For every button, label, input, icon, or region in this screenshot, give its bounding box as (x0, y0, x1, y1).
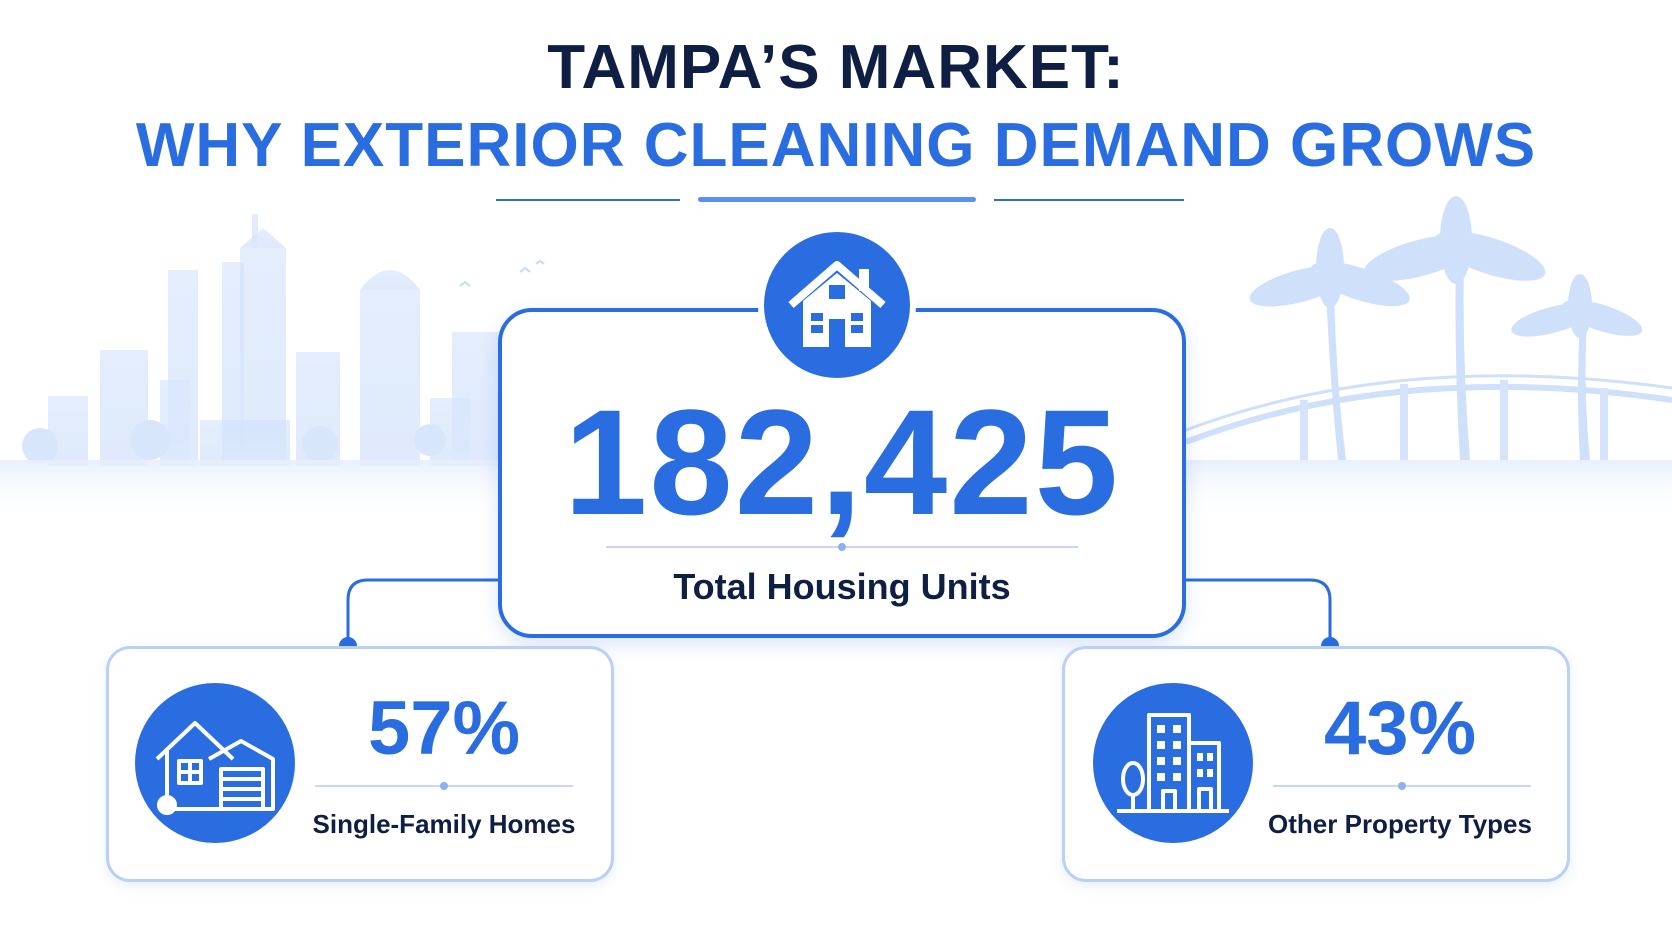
other-property-card: 43% Other Property Types (1062, 646, 1570, 882)
title-divider-center (698, 197, 976, 202)
single-family-house-icon (155, 721, 275, 815)
birds (459, 259, 545, 287)
left-separator-dot (440, 782, 448, 790)
main-separator-dot (838, 543, 846, 551)
total-housing-value: 182,425 (563, 378, 1121, 546)
trees-left (22, 420, 446, 464)
page-title-line1: TAMPA’S MARKET: (547, 33, 1125, 102)
connector-lines (346, 578, 1332, 646)
single-family-label: Single-Family Homes (312, 809, 576, 839)
total-housing-label: Total Housing Units (673, 566, 1011, 607)
total-housing-card: 182,425 Total Housing Units (498, 308, 1186, 638)
title-divider-left (496, 199, 680, 201)
title-divider-right (994, 199, 1184, 201)
other-property-label: Other Property Types (1268, 809, 1532, 839)
page-title-line2: WHY EXTERIOR CLEANING DEMAND GROWS (135, 111, 1537, 180)
apartment-building-icon (1117, 713, 1229, 813)
right-separator-dot (1398, 782, 1406, 790)
single-family-card: 57% Single-Family Homes (106, 646, 614, 882)
bridge-right (1184, 374, 1672, 445)
city-skyline-left (48, 214, 498, 466)
bridge-pillars (1300, 380, 1608, 460)
palm-trees (1249, 196, 1643, 460)
other-property-icon-circle (1093, 683, 1253, 843)
single-family-icon-circle (135, 683, 295, 843)
single-family-percent: 57% (367, 686, 521, 771)
other-property-percent: 43% (1323, 686, 1477, 771)
house-icon (788, 261, 886, 347)
house-icon-circle (758, 226, 916, 384)
